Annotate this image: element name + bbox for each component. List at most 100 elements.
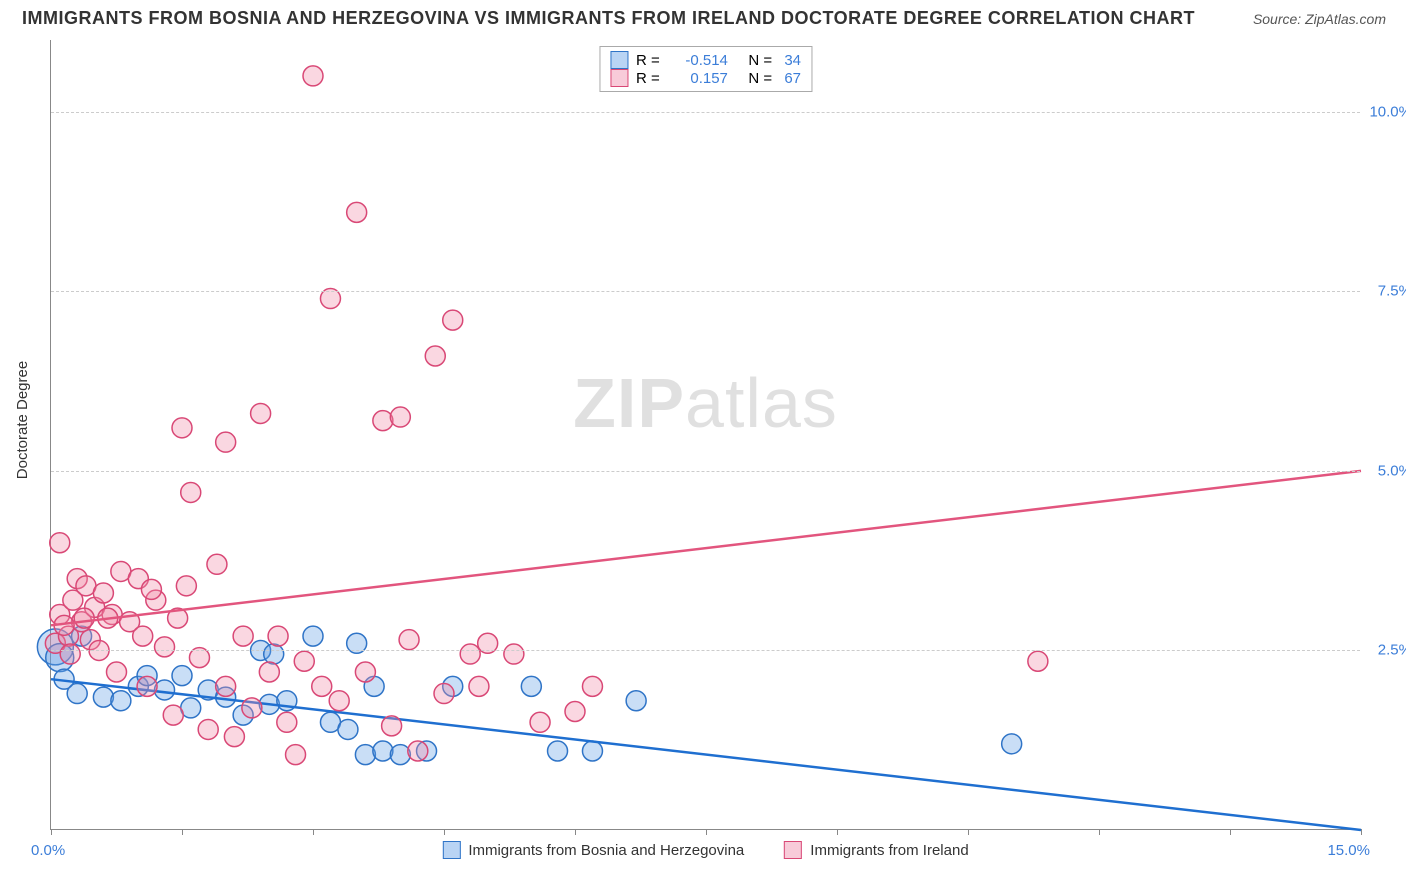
chart-source: Source: ZipAtlas.com <box>1253 11 1386 27</box>
scatter-point <box>390 407 410 427</box>
scatter-point <box>233 626 253 646</box>
legend-n-label: N = <box>736 70 776 87</box>
x-tick <box>1361 829 1362 835</box>
scatter-point <box>1002 734 1022 754</box>
x-tick <box>837 829 838 835</box>
scatter-point <box>408 741 428 761</box>
swatch-pink-icon <box>610 69 628 87</box>
scatter-point <box>133 626 153 646</box>
scatter-point <box>303 626 323 646</box>
scatter-point <box>399 630 419 650</box>
swatch-blue-icon <box>442 841 460 859</box>
scatter-point <box>111 691 131 711</box>
scatter-point <box>355 662 375 682</box>
scatter-point <box>60 644 80 664</box>
scatter-point <box>443 310 463 330</box>
scatter-point <box>390 745 410 765</box>
scatter-point <box>264 644 284 664</box>
scatter-point <box>259 662 279 682</box>
scatter-point <box>277 712 297 732</box>
legend-stats-row: R = -0.514 N = 34 <box>610 51 801 69</box>
y-tick-label: 7.5% <box>1378 283 1406 300</box>
scatter-point <box>155 680 175 700</box>
x-tick <box>182 829 183 835</box>
legend-item: Immigrants from Bosnia and Herzegovina <box>442 841 744 859</box>
gridline <box>51 291 1360 292</box>
x-tick <box>968 829 969 835</box>
y-tick-label: 5.0% <box>1378 462 1406 479</box>
scatter-point <box>294 651 314 671</box>
x-tick <box>575 829 576 835</box>
scatter-point <box>565 702 585 722</box>
scatter-point <box>355 745 375 765</box>
swatch-pink-icon <box>784 841 802 859</box>
legend-stats-row: R = 0.157 N = 67 <box>610 69 801 87</box>
scatter-point <box>582 676 602 696</box>
plot-area: ZIPatlas R = -0.514 N = 34 R = 0.157 N =… <box>50 40 1360 830</box>
legend-series: Immigrants from Bosnia and Herzegovina I… <box>442 841 968 859</box>
scatter-point <box>530 712 550 732</box>
scatter-point <box>141 579 161 599</box>
scatter-point <box>548 741 568 761</box>
legend-n-value: 67 <box>784 70 801 87</box>
scatter-point <box>93 583 113 603</box>
legend-series-label: Immigrants from Ireland <box>810 842 968 859</box>
y-tick-label: 10.0% <box>1369 103 1406 120</box>
scatter-point <box>50 533 70 553</box>
scatter-point <box>137 676 157 696</box>
chart-title: IMMIGRANTS FROM BOSNIA AND HERZEGOVINA V… <box>22 8 1195 29</box>
gridline <box>51 650 1360 651</box>
scatter-point <box>312 676 332 696</box>
legend-n-label: N = <box>736 52 776 69</box>
legend-r-label: R = <box>636 70 664 87</box>
scatter-point <box>338 719 358 739</box>
x-tick <box>313 829 314 835</box>
scatter-point <box>521 676 541 696</box>
scatter-point <box>74 608 94 628</box>
x-tick-label-max: 15.0% <box>1327 842 1370 859</box>
trend-line <box>51 471 1361 625</box>
scatter-point <box>286 745 306 765</box>
chart-header: IMMIGRANTS FROM BOSNIA AND HERZEGOVINA V… <box>22 8 1386 29</box>
scatter-point <box>504 644 524 664</box>
scatter-point <box>373 741 393 761</box>
chart-svg <box>51 40 1360 829</box>
x-tick <box>51 829 52 835</box>
scatter-point <box>425 346 445 366</box>
x-tick <box>1230 829 1231 835</box>
scatter-point <box>268 626 288 646</box>
scatter-point <box>434 684 454 704</box>
scatter-point <box>1028 651 1048 671</box>
y-tick-label: 2.5% <box>1378 642 1406 659</box>
scatter-point <box>251 403 271 423</box>
legend-r-label: R = <box>636 52 664 69</box>
y-axis-label: Doctorate Degree <box>14 361 31 479</box>
legend-item: Immigrants from Ireland <box>784 841 968 859</box>
x-tick-label-min: 0.0% <box>31 842 65 859</box>
scatter-point <box>198 719 218 739</box>
scatter-point <box>176 576 196 596</box>
legend-series-label: Immigrants from Bosnia and Herzegovina <box>468 842 744 859</box>
scatter-point <box>460 644 480 664</box>
scatter-point <box>626 691 646 711</box>
x-tick <box>1099 829 1100 835</box>
scatter-point <box>172 418 192 438</box>
legend-stats: R = -0.514 N = 34 R = 0.157 N = 67 <box>599 46 812 92</box>
legend-r-value: -0.514 <box>672 52 728 69</box>
scatter-point <box>347 202 367 222</box>
scatter-point <box>216 432 236 452</box>
scatter-point <box>67 684 87 704</box>
scatter-point <box>216 676 236 696</box>
scatter-point <box>303 66 323 86</box>
gridline <box>51 112 1360 113</box>
scatter-point <box>181 482 201 502</box>
scatter-point <box>172 666 192 686</box>
scatter-point <box>93 687 113 707</box>
scatter-point <box>329 691 349 711</box>
scatter-point <box>155 637 175 657</box>
swatch-blue-icon <box>610 51 628 69</box>
scatter-point <box>224 727 244 747</box>
scatter-point <box>373 411 393 431</box>
x-tick <box>706 829 707 835</box>
scatter-point <box>382 716 402 736</box>
